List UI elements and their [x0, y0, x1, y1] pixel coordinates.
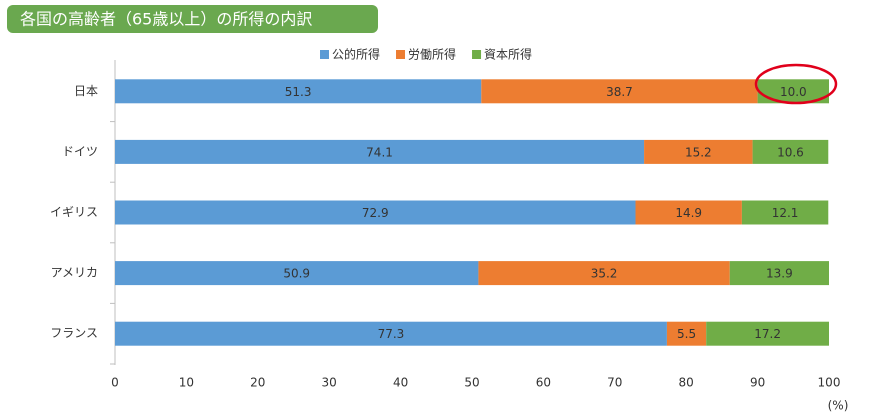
y-tick-label: フランス	[50, 326, 98, 340]
x-tick-label: 40	[393, 376, 408, 390]
x-tick-label: 30	[322, 376, 337, 390]
bar-segment	[666, 321, 707, 346]
data-label: 38.7	[606, 85, 633, 99]
data-label: 74.1	[366, 145, 393, 159]
bar-segment	[115, 200, 636, 225]
legend-swatch	[396, 50, 406, 59]
data-label: 14.9	[675, 206, 702, 220]
data-label: 12.1	[772, 206, 799, 220]
data-label: 10.0	[780, 85, 807, 99]
data-label: 17.2	[754, 327, 781, 341]
x-axis-label: (%)	[828, 399, 849, 413]
data-label: 77.3	[378, 327, 405, 341]
bar-segment	[115, 79, 482, 104]
data-label: 50.9	[283, 267, 310, 281]
x-tick-label: 90	[750, 376, 765, 390]
data-label: 35.2	[591, 267, 618, 281]
x-tick-label: 20	[250, 376, 265, 390]
x-tick-label: 60	[536, 376, 551, 390]
x-tick-label: 70	[607, 376, 622, 390]
data-label: 10.6	[777, 145, 804, 159]
data-label: 15.2	[685, 145, 712, 159]
x-tick-label: 10	[179, 376, 194, 390]
bar-segment	[644, 139, 753, 164]
bar-segment	[741, 200, 829, 225]
y-tick-label: ドイツ	[62, 144, 98, 158]
bar-segment	[752, 139, 829, 164]
data-label: 72.9	[362, 206, 389, 220]
highlight-circle	[754, 63, 838, 105]
legend-label: 資本所得	[484, 47, 532, 62]
bar-segment	[706, 321, 829, 346]
bar-segment	[115, 261, 479, 286]
y-tick-label: アメリカ	[51, 266, 98, 280]
x-tick-label: 0	[111, 376, 119, 390]
bar-segment	[115, 139, 645, 164]
bar-segment	[481, 79, 758, 104]
legend-swatch	[472, 50, 482, 59]
legend-label: 公的所得	[332, 47, 380, 62]
bar-segment	[635, 200, 742, 225]
bar-segment	[115, 321, 667, 346]
data-label: 51.3	[285, 85, 312, 99]
y-tick-label: イギリス	[50, 205, 98, 219]
data-label: 5.5	[677, 327, 696, 341]
legend-swatch	[320, 50, 329, 59]
legend-label: 労働所得	[408, 47, 456, 62]
x-tick-label: 80	[679, 376, 694, 390]
y-tick-label: 日本	[74, 84, 98, 98]
title-box	[7, 5, 378, 33]
data-label: 13.9	[766, 267, 793, 281]
x-tick-label: 100	[818, 376, 841, 390]
x-tick-label: 50	[464, 376, 479, 390]
bar-segment	[478, 261, 730, 286]
chart-title: 各国の高齢者（65歳以上）の所得の内訳	[20, 10, 312, 29]
bar-segment	[729, 261, 829, 286]
